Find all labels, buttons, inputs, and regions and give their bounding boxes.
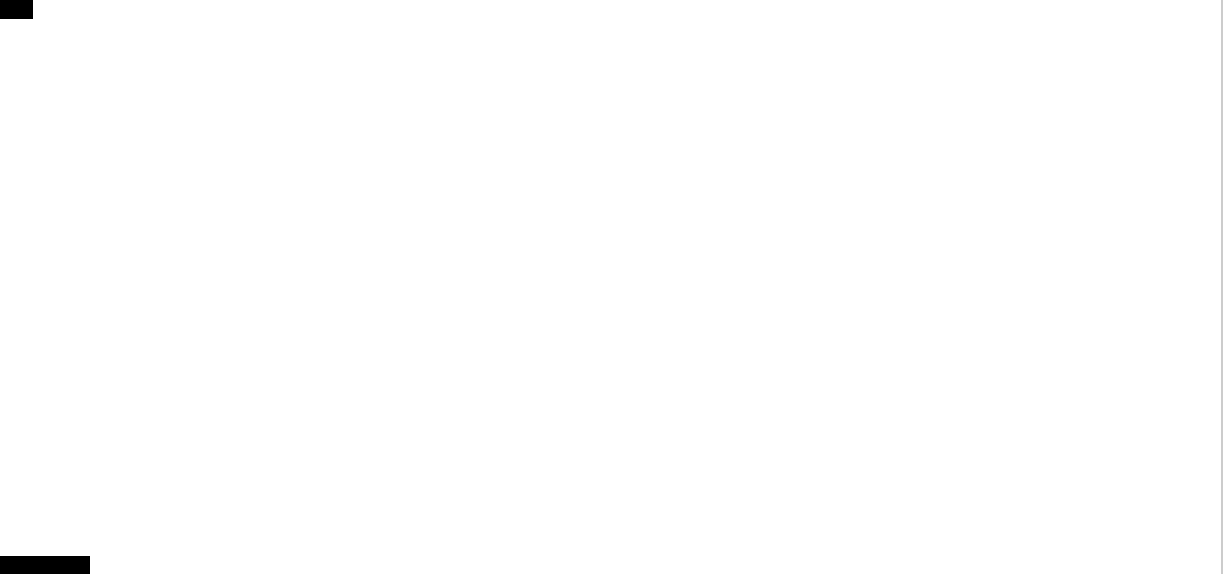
black-patch-bottom-left (0, 556, 90, 574)
black-patch-top-left (0, 0, 33, 19)
screen-edge-line (1221, 0, 1223, 574)
